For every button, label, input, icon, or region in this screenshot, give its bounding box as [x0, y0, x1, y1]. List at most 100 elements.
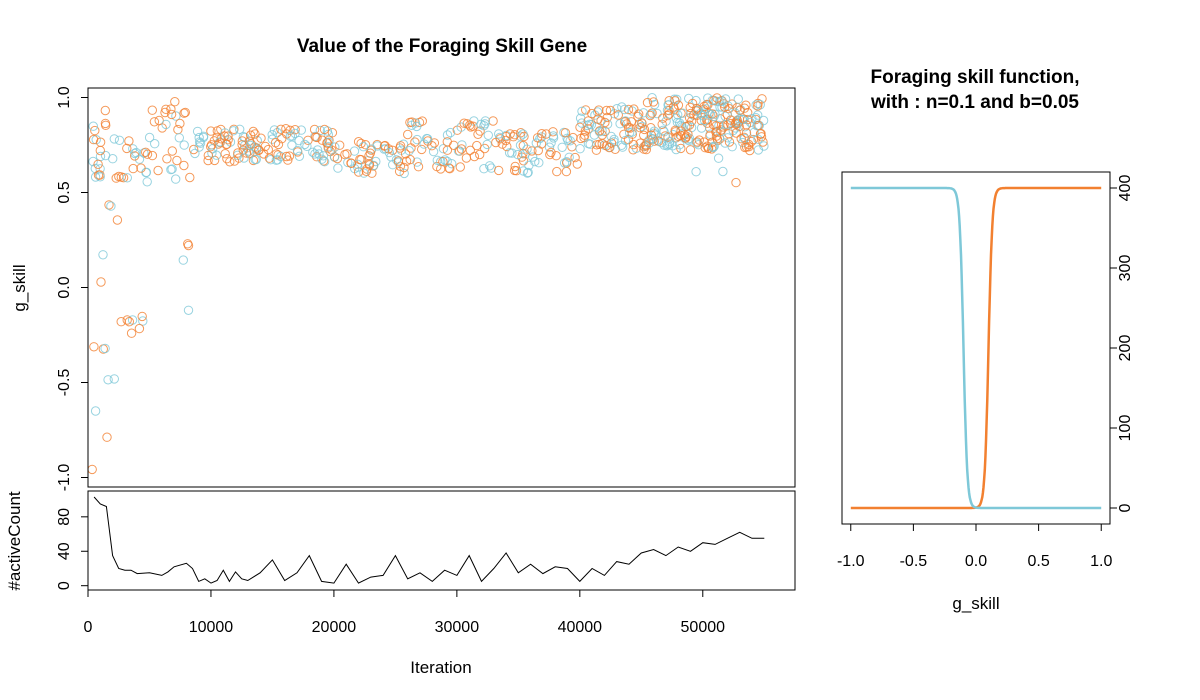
scatter-point — [88, 156, 98, 167]
scatter-point — [398, 139, 409, 149]
scatter-point — [731, 128, 741, 138]
scatter-point — [624, 128, 635, 138]
scatter-point — [541, 129, 551, 139]
scatter-point — [455, 162, 465, 172]
scatter-point — [518, 156, 529, 166]
scatter-point — [658, 113, 668, 123]
scatter-point — [635, 123, 645, 133]
scatter-point — [449, 140, 459, 151]
x-tick-label: 10000 — [189, 619, 234, 636]
scatter-point — [172, 155, 182, 166]
scatter-point — [270, 138, 281, 148]
scatter-point — [167, 146, 178, 156]
scatter-point — [101, 120, 111, 131]
scatter-point — [713, 153, 724, 163]
scatter-point — [273, 139, 284, 150]
function-x-label: g_skill — [952, 594, 999, 613]
scatter-point — [442, 156, 452, 167]
scatter-point — [122, 173, 133, 183]
scatter-point — [672, 94, 682, 105]
scatter-point — [383, 144, 394, 154]
scatter-point — [617, 142, 628, 152]
scatter-point — [250, 129, 260, 139]
scatter-point — [513, 149, 523, 160]
x-tick-label: 30000 — [435, 619, 480, 636]
scatter-point — [703, 93, 713, 103]
scatter-point — [248, 155, 259, 166]
y-tick-label: -1.0 — [56, 464, 73, 492]
scatter-point — [273, 155, 283, 165]
scatter-point — [215, 137, 225, 147]
scatter-point — [559, 158, 570, 168]
scatter-point — [648, 97, 659, 107]
scatter-point — [190, 148, 200, 159]
scatter-point — [548, 131, 559, 141]
scatter-point — [130, 148, 140, 159]
scatter-point — [606, 138, 617, 148]
scatter-point — [442, 130, 453, 140]
iteration-x-axis: 0 10000 20000 30000 40000 50000 — [84, 589, 725, 636]
scatter-point — [406, 143, 416, 153]
scatter-point — [523, 167, 533, 178]
scatter-point — [395, 141, 406, 151]
scatter-point — [757, 94, 767, 104]
scatter-point — [147, 105, 158, 115]
scatter-point — [353, 167, 364, 177]
scatter-point — [272, 127, 282, 138]
scatter-point — [324, 137, 334, 147]
scatter-point — [179, 108, 189, 118]
scatter-point — [663, 132, 673, 142]
scatter-point — [223, 131, 233, 141]
scatter-point — [625, 123, 635, 133]
scatter-point — [601, 141, 612, 151]
scatter-point — [122, 315, 132, 325]
scatter-point — [675, 130, 686, 141]
scatter-point — [551, 151, 561, 161]
scatter-point — [646, 123, 656, 133]
scatter-point — [508, 132, 519, 142]
scatter-point — [183, 305, 194, 315]
scatter-point — [742, 114, 753, 125]
scatter-point — [203, 155, 213, 166]
scatter-point — [494, 129, 504, 139]
function-y-axis: 0 100 200 300 400 — [1110, 175, 1134, 512]
count-frame — [87, 490, 796, 591]
scatter-point — [637, 118, 647, 129]
scatter-point — [333, 163, 343, 173]
scatter-point — [95, 145, 106, 156]
scatter-point — [359, 168, 369, 178]
scatter-point — [195, 138, 206, 148]
scatter-point — [522, 168, 533, 178]
scatter-point — [102, 432, 112, 442]
scatter-point — [413, 162, 424, 172]
scatter-point — [147, 150, 158, 161]
fn-x-tick-label: -0.5 — [900, 553, 928, 570]
scatter-point — [438, 144, 449, 154]
scatter-point — [364, 151, 374, 161]
scatter-point — [170, 97, 180, 107]
scatter-point — [358, 142, 369, 152]
scatter-point — [311, 132, 321, 142]
scatter-point — [96, 277, 106, 287]
scatter-point — [95, 172, 105, 182]
scatter-point — [114, 135, 125, 146]
scatter-point — [620, 135, 631, 146]
scatter-point — [731, 177, 741, 188]
scatter-point — [104, 200, 114, 210]
scatter-point — [676, 121, 686, 131]
y-tick-label: 0.5 — [56, 181, 73, 203]
scatter-point — [483, 130, 493, 141]
scatter-point — [744, 142, 754, 152]
scatter-point — [692, 137, 702, 147]
scatter-point — [245, 130, 256, 140]
scatter-point — [88, 121, 99, 131]
skill-function-falling-line — [850, 186, 1102, 510]
scatter-point — [412, 157, 422, 167]
scatter-point — [89, 342, 99, 352]
scatter-point — [183, 239, 193, 249]
fn-y-tick-label: 300 — [1117, 255, 1134, 282]
scatter-point — [245, 140, 256, 151]
scatter-point — [524, 160, 534, 171]
scatter-point — [352, 159, 363, 170]
scatter-point — [353, 137, 364, 147]
